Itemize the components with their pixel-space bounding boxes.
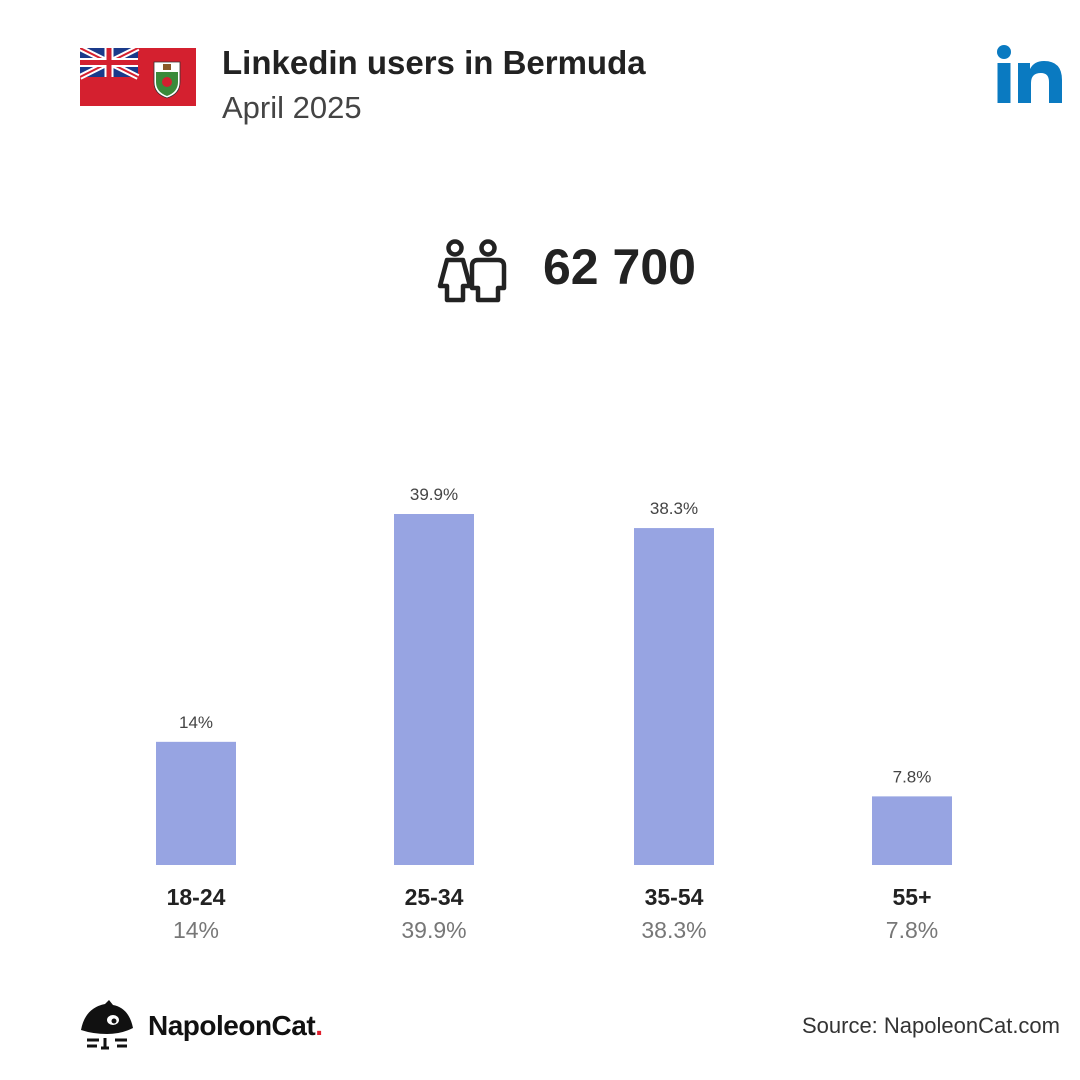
bar <box>156 741 236 865</box>
category-percent-label: 38.3% <box>641 917 706 943</box>
age-distribution-chart: 14% 18-24 14% 39.9% 25-34 39.9% 38.3% 35-54 38.3… <box>156 485 952 943</box>
source-note: Source: NapoleonCat.com <box>801 1013 1060 1038</box>
total-users-value: 62 700 <box>543 239 696 295</box>
category-percent-label: 39.9% <box>401 917 466 943</box>
category-label: 18-24 <box>167 884 226 910</box>
category-percent-label: 7.8% <box>886 917 938 943</box>
bermuda-flag-icon <box>80 48 196 106</box>
category-label: 55+ <box>892 884 931 910</box>
bar-value-label: 14% <box>179 713 213 732</box>
page-subtitle: April 2025 <box>222 90 362 125</box>
page-title: Linkedin users in Bermuda <box>222 44 646 81</box>
bar <box>872 796 952 865</box>
category-label: 25-34 <box>405 884 464 910</box>
bar <box>394 514 474 865</box>
category-percent-label: 14% <box>173 917 219 943</box>
category-label: 35-54 <box>645 884 704 910</box>
napoleoncat-logo-icon <box>81 1000 133 1050</box>
brand-name: NapoleonCat. <box>148 1010 323 1042</box>
users-icon <box>437 239 507 303</box>
bar-value-label: 38.3% <box>650 499 698 518</box>
bar <box>634 528 714 865</box>
brand-text: NapoleonCat <box>148 1010 316 1041</box>
bar-value-label: 39.9% <box>410 485 458 504</box>
brand-dot: . <box>315 1010 323 1041</box>
linkedin-logo-icon <box>997 45 1062 103</box>
bar-value-label: 7.8% <box>893 767 932 786</box>
